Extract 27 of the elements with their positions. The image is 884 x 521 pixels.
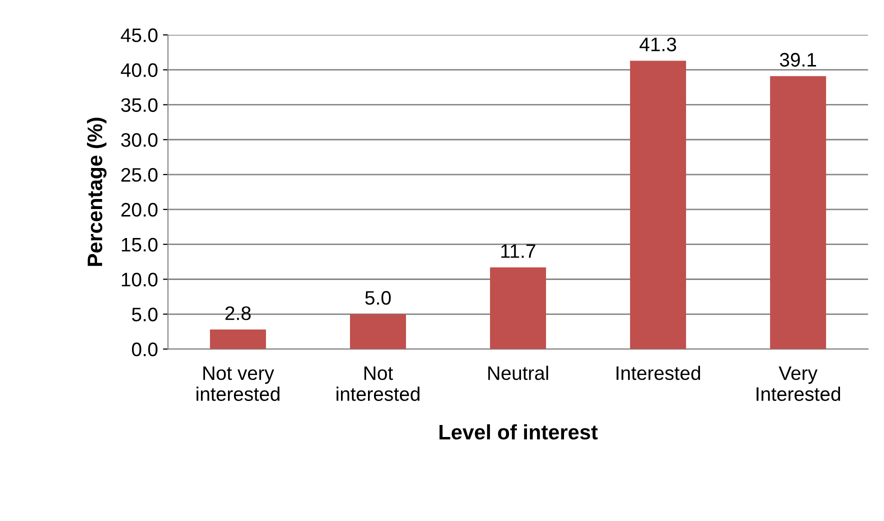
bar — [490, 267, 546, 350]
x-tick-label: Not interested — [336, 366, 420, 401]
y-tick-label: 10.0 — [122, 272, 158, 286]
bar — [770, 76, 826, 350]
y-tick-label: 5.0 — [132, 308, 158, 322]
data-label: 5.0 — [365, 290, 391, 305]
y-tick-label: 45.0 — [120, 28, 158, 42]
bar — [630, 60, 686, 350]
y-tick-label: 40.0 — [120, 63, 158, 78]
x-axis-title: Level of interest — [440, 424, 598, 440]
y-tick-label: 30.0 — [121, 133, 158, 147]
y-tick-label: 0.0 — [132, 342, 158, 356]
x-tick-label: Neutral — [488, 366, 548, 380]
data-label: 11.7 — [501, 244, 536, 258]
bar — [210, 330, 266, 350]
data-label: 2.8 — [225, 306, 251, 320]
y-axis-title: Percentage (%) — [86, 118, 107, 266]
x-tick-label: Very Interested — [756, 366, 840, 401]
y-tick-label: 35.0 — [121, 98, 158, 112]
bar — [350, 314, 406, 350]
y-tick-label: 15.0 — [122, 238, 158, 252]
x-tick-label: Not very interested — [196, 366, 280, 401]
data-label: 41.3 — [640, 38, 676, 52]
x-tick-label: Interested — [616, 366, 700, 380]
y-tick-label: 25.0 — [121, 168, 158, 182]
y-tick-label: 20.0 — [121, 202, 158, 217]
data-label: 39.1 — [780, 52, 816, 67]
